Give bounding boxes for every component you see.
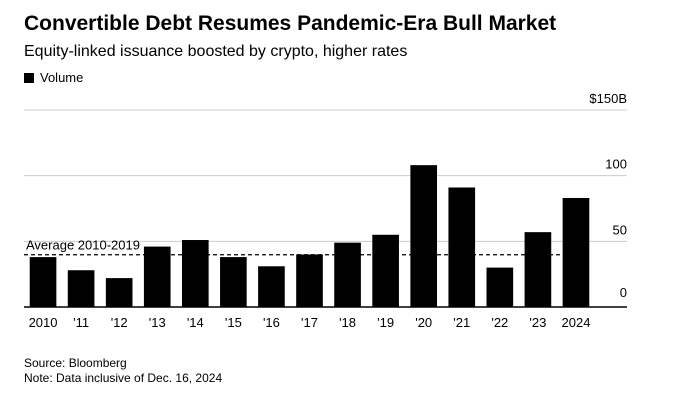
x-tick-label: '20 [415,315,432,330]
x-tick-label: '22 [491,315,508,330]
bar [105,278,133,307]
bar [67,270,95,307]
y-tick-label: 0 [620,285,627,300]
x-tick-label: '17 [301,315,318,330]
y-tick-label: 100 [605,157,627,172]
bar-chart: 0 50 100 $150B 2010 '11 '12 '13 '14 '15 '16 '17 '18 '… [24,91,627,330]
y-tick-label: 50 [613,222,627,237]
bar [334,242,361,307]
data-note: Note: Data inclusive of Dec. 16, 2024 [24,371,223,385]
legend-swatch [24,72,34,83]
x-tick-label: 2024 [562,315,591,330]
chart-title: Convertible Debt Resumes Pandemic-Era Bu… [24,12,557,35]
x-tick-label: '12 [111,315,128,330]
bar [372,234,399,307]
x-tick-label: '15 [225,315,242,330]
x-tick-label: 2010 [29,315,58,330]
chart-subtitle: Equity-linked issuance boosted by crypto… [24,43,408,60]
x-tick-label: '11 [73,315,89,330]
bar [448,187,476,307]
average-label: Average 2010-2019 [26,238,140,253]
bar [486,267,514,307]
x-tick-label: '19 [377,315,394,330]
x-tick-label: '18 [339,315,356,330]
bar [143,246,171,307]
x-tick-label: '16 [263,315,280,330]
bar [29,257,57,307]
bar [562,197,590,307]
x-tick-label: '14 [187,315,204,330]
bar [524,232,552,307]
bar [258,266,285,307]
legend-label: Volume [40,70,84,85]
y-tick-label: $150B [589,91,627,106]
bar [220,257,247,307]
bar [410,165,438,307]
x-tick-label: '21 [453,315,470,330]
x-tick-label: '23 [529,315,546,330]
legend: Volume [24,70,83,85]
source-note: Source: Bloomberg [24,356,127,370]
x-tick-label: '13 [149,315,166,330]
bar [296,254,323,307]
bar [181,240,209,307]
